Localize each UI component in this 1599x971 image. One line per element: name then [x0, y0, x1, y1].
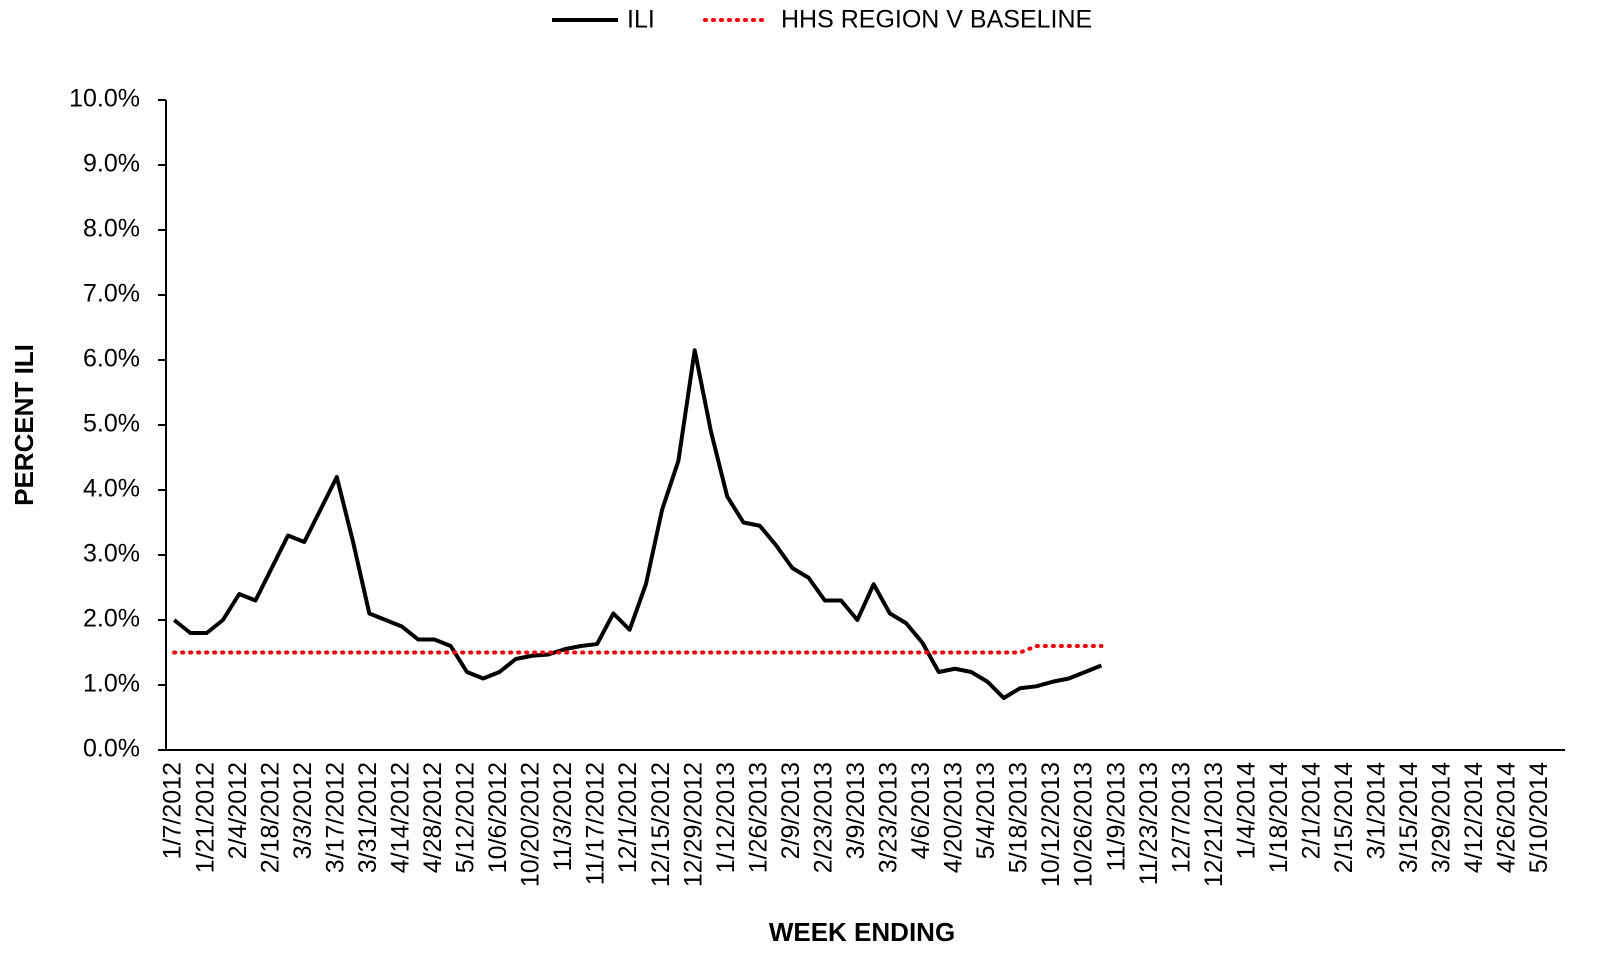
x-tick-label: 12/21/2013	[1200, 762, 1228, 887]
x-tick-label: 3/3/2012	[289, 762, 317, 859]
legend-label: HHS REGION V BASELINE	[781, 6, 1092, 34]
x-tick-label: 2/4/2012	[224, 762, 252, 859]
y-tick-label: 1.0%	[83, 670, 140, 698]
x-tick-label: 10/6/2012	[484, 762, 512, 873]
x-tick-label: 1/12/2013	[712, 762, 740, 873]
x-tick-label: 12/15/2012	[647, 762, 675, 887]
x-tick-label: 2/23/2013	[809, 762, 837, 873]
x-tick-label: 10/20/2012	[517, 762, 545, 887]
x-tick-label: 4/28/2012	[419, 762, 447, 873]
x-tick-label: 5/4/2013	[972, 762, 1000, 859]
x-tick-label: 4/12/2014	[1460, 762, 1488, 873]
x-tick-label: 3/31/2012	[354, 762, 382, 873]
x-tick-label: 5/18/2013	[1005, 762, 1033, 873]
x-tick-label: 1/4/2014	[1232, 762, 1260, 859]
x-tick-label: 1/26/2013	[744, 762, 772, 873]
x-tick-label: 2/9/2013	[777, 762, 805, 859]
x-tick-label: 4/26/2014	[1493, 762, 1521, 873]
x-tick-label: 4/20/2013	[940, 762, 968, 873]
x-tick-label: 2/1/2014	[1297, 762, 1325, 859]
x-tick-label: 2/15/2014	[1330, 762, 1358, 873]
x-tick-label: 11/17/2012	[582, 762, 610, 885]
x-tick-label: 3/9/2013	[842, 762, 870, 859]
x-tick-label: 1/18/2014	[1265, 762, 1293, 873]
y-tick-label: 4.0%	[83, 475, 140, 503]
y-tick-label: 9.0%	[83, 150, 140, 178]
y-tick-label: 5.0%	[83, 410, 140, 438]
series-line	[172, 644, 1104, 655]
x-tick-label: 10/26/2013	[1070, 762, 1098, 887]
y-axis-title: PERCENT ILI	[9, 344, 39, 506]
y-tick-label: 10.0%	[69, 85, 140, 113]
x-tick-label: 1/7/2012	[159, 762, 187, 859]
y-tick-label: 8.0%	[83, 215, 140, 243]
y-tick-label: 6.0%	[83, 345, 140, 373]
y-tick-label: 7.0%	[83, 280, 140, 308]
x-tick-label: 12/7/2013	[1167, 762, 1195, 873]
x-tick-label: 11/3/2012	[549, 762, 577, 871]
x-tick-label: 4/6/2013	[907, 762, 935, 859]
y-tick-label: 2.0%	[83, 605, 140, 633]
x-tick-label: 3/15/2014	[1395, 762, 1423, 873]
x-tick-label: 10/12/2013	[1037, 762, 1065, 887]
x-tick-label: 3/29/2014	[1428, 762, 1456, 873]
x-tick-label: 2/18/2012	[256, 762, 284, 873]
y-tick-label: 3.0%	[83, 540, 140, 568]
x-tick-label: 5/10/2014	[1525, 762, 1553, 873]
x-tick-label: 3/17/2012	[321, 762, 349, 873]
y-tick-label: 0.0%	[83, 735, 140, 763]
x-tick-label: 3/1/2014	[1363, 762, 1391, 859]
x-tick-label: 3/23/2013	[875, 762, 903, 873]
x-tick-label: 11/23/2013	[1135, 762, 1163, 885]
legend-label: ILI	[627, 6, 655, 34]
x-tick-label: 4/14/2012	[386, 762, 414, 873]
x-axis-title: WEEK ENDING	[769, 917, 955, 947]
x-tick-label: 12/29/2012	[679, 762, 707, 887]
x-tick-label: 5/12/2012	[452, 762, 480, 873]
x-tick-label: 12/1/2012	[614, 762, 642, 873]
series-line	[172, 348, 1103, 700]
x-tick-label: 11/9/2013	[1102, 762, 1130, 871]
x-tick-label: 1/21/2012	[191, 762, 219, 873]
